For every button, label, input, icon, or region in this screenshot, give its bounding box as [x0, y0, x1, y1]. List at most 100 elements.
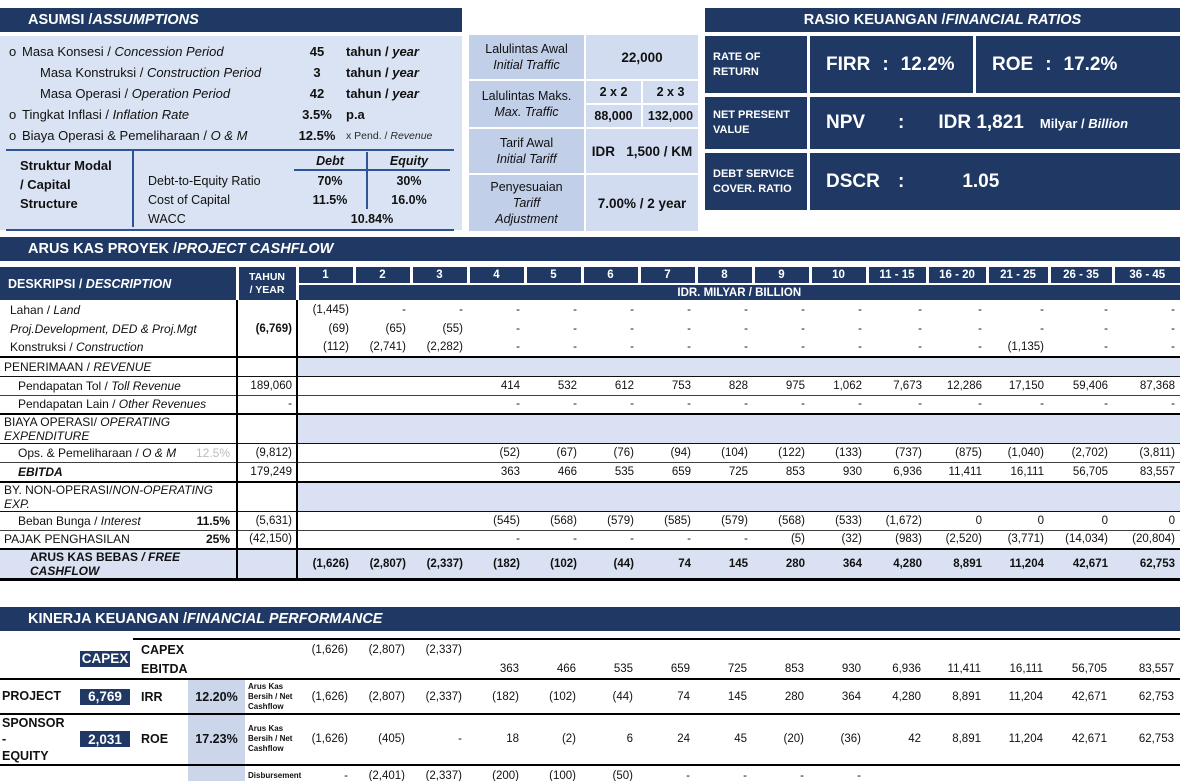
- value-cell: -: [687, 322, 691, 335]
- value-cell: -: [810, 395, 867, 415]
- value-cell: -: [810, 763, 867, 781]
- metric-label: ROE: [133, 713, 188, 765]
- sub-label: Arus Kas Bersih / Net Cashflow: [245, 678, 297, 714]
- value-cell: [354, 659, 411, 679]
- column-header: 1: [295, 267, 354, 284]
- bullet: o: [9, 44, 17, 59]
- row-label: PAJAK PENGHASILAN 25%: [0, 530, 237, 550]
- value-cell: 42: [867, 713, 927, 765]
- value-cell: -: [1040, 303, 1044, 316]
- value-cell: [987, 763, 1049, 781]
- value-cell: 87,368: [1113, 376, 1180, 396]
- capital-structure-label: Struktur Modal / Capital Structure: [6, 151, 134, 227]
- label-plain: PENERIMAAN /: [4, 359, 94, 374]
- assumption-unit: tahun / year: [342, 65, 454, 80]
- value-cell: (1,135): [987, 338, 1049, 358]
- column-header: 26 - 35: [1047, 267, 1113, 284]
- value-cell: -: [630, 322, 634, 335]
- debt-ratio-value: 70%: [294, 171, 368, 190]
- value-cell: 16,111: [987, 462, 1049, 482]
- value-cell: -: [525, 395, 582, 415]
- value-cell: (102): [525, 548, 582, 581]
- metric-value: 1.05: [188, 763, 245, 781]
- max-traffic-values: 2 x 2 2 x 3 88,000 132,000: [586, 81, 698, 127]
- value-cell: (2,807): [354, 548, 411, 581]
- row-label: BY. NON-OPERASI/NON-OPERATING EXP.: [0, 480, 237, 512]
- metric-label: CAPEX: [133, 638, 188, 659]
- rate-of-return-row: RATE OF RETURN FIRR : 12.2% ROE : 17.2%: [705, 36, 1180, 93]
- label-plain: ARUS KAS BEBAS: [30, 550, 142, 564]
- table-row: Beban Bunga / Interest 11.5% (5,631) (545)(…: [0, 511, 1180, 531]
- label-italic: Inflation Rate: [112, 107, 190, 122]
- label-line-italic: Initial Traffic: [493, 58, 560, 72]
- value-cell: 11,204: [987, 678, 1049, 714]
- initial-traffic-row: Lalulintas Awal Initial Traffic 22,000: [469, 35, 698, 79]
- dscr-value: 1.05: [962, 170, 1000, 192]
- firr-name: FIRR: [826, 53, 871, 75]
- value-cell: [639, 638, 696, 659]
- sub-label: Arus Kas Bersih / Net Cashflow: [245, 713, 297, 765]
- roe-value: 17.2%: [1063, 53, 1118, 75]
- sub-label: [245, 638, 297, 659]
- capital-label-line: Struktur Modal: [20, 158, 112, 173]
- value-cell: -: [927, 395, 987, 415]
- lane-config-row: 2 x 2 2 x 3: [586, 81, 698, 103]
- capex-cell: 4,739: [77, 763, 133, 781]
- label-plain: Pendapatan Lain /: [18, 397, 119, 412]
- unit-italic: Revenue: [390, 129, 433, 142]
- unit-plain: p.a: [346, 107, 365, 122]
- firr-cell: FIRR : 12.2%: [810, 36, 973, 93]
- column-header: 36 - 45: [1111, 267, 1180, 284]
- npv-row: NET PRESENT VALUE NPV : IDR 1,821 Milyar…: [705, 97, 1180, 149]
- max-traffic-row: Lalulintas Maks. Max. Traffic 2 x 2 2 x …: [469, 81, 698, 127]
- value-cell: 4,280: [867, 548, 927, 581]
- value-cell: -: [687, 303, 691, 316]
- value-cell: (585): [639, 511, 696, 531]
- label-italic: Operation Period: [131, 86, 231, 101]
- value-cell: [411, 462, 468, 482]
- year-total-cell: -: [236, 395, 298, 415]
- debt-cost-value: 11.5%: [294, 190, 368, 209]
- value-cell: 0: [927, 511, 987, 531]
- value-cell: 0: [987, 511, 1049, 531]
- value-cell: -: [1104, 303, 1108, 316]
- max-traffic-label: Lalulintas Maks. Max. Traffic: [469, 81, 584, 127]
- row-label: Pendapatan Tol / Toll Revenue: [0, 376, 237, 396]
- value-cell: -: [525, 338, 582, 358]
- value-cell: [297, 511, 354, 531]
- row-label: BIAYA OPERASI/ OPERATING EXPENDITURE: [0, 413, 237, 444]
- label-line-italic: Max. Traffic: [494, 105, 559, 119]
- assumption-value: 12.5%: [298, 128, 336, 143]
- value-cell: (2,337): [411, 548, 468, 581]
- value-cell: (1,626): [297, 548, 354, 581]
- value-cell: -: [1049, 338, 1113, 358]
- financial-ratios-panel: RASIO KEUANGAN / FINANCIAL RATIOS RATE O…: [705, 8, 1180, 231]
- label-plain: BIAYA OPERASI/: [4, 415, 101, 429]
- value-cell: (44): [582, 678, 639, 714]
- rate-value: 11.5%: [196, 513, 230, 528]
- value-cell: [696, 638, 753, 659]
- group-label: [0, 639, 77, 679]
- label-line: RETURN: [713, 65, 759, 78]
- value-cell: [411, 530, 468, 550]
- value-cell: (2,807): [354, 638, 411, 659]
- assumption-unit: x Pend. / Revenue: [342, 130, 454, 142]
- capex-value: CAPEX: [80, 650, 130, 667]
- column-header: 16 - 20: [925, 267, 987, 284]
- row-label: Lahan / Land: [0, 300, 237, 319]
- bullet: o: [9, 107, 17, 122]
- ratios-title-italic: FINANCIAL RATIOS: [945, 12, 1082, 28]
- row-label: Ops. & Pemeliharaan / O & M 12.5%: [0, 443, 237, 463]
- equity-ratio-value: 30%: [396, 173, 422, 188]
- value-cell: -: [582, 530, 639, 550]
- value-cell: 11,204: [987, 548, 1049, 581]
- assumptions-body: o Masa Konsesi / Concession Period 45 tahun…: [0, 36, 462, 231]
- column-header: 4: [466, 267, 525, 284]
- value-cell: 363: [499, 662, 519, 675]
- value-cell: 8,891: [927, 678, 987, 714]
- value-cell: (2,337): [411, 763, 468, 781]
- value-cell: -: [978, 303, 982, 316]
- capital-spacer: [148, 152, 294, 171]
- value-cell: (55): [442, 322, 463, 335]
- metric-value: 17.23%: [188, 713, 245, 765]
